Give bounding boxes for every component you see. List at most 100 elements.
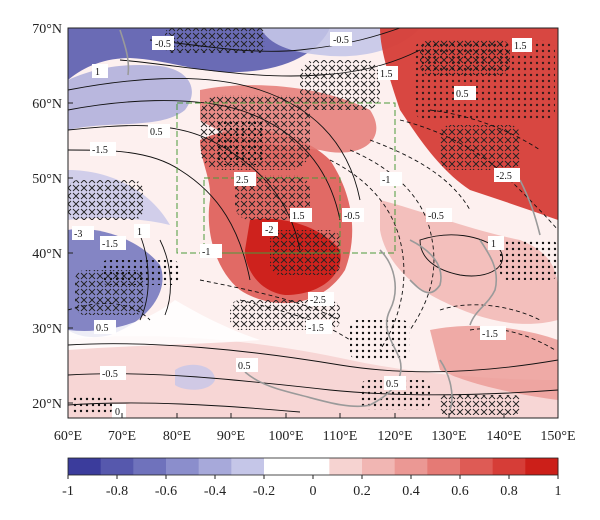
svg-text:-0.5: -0.5 [333, 35, 349, 46]
colorbar-tick-label: 0.6 [451, 484, 469, 499]
positive-field-east-light [380, 200, 558, 324]
colorbar-tick-label: 1 [555, 484, 562, 499]
svg-text:1.5: 1.5 [292, 211, 305, 222]
contour-label: 0 [112, 404, 126, 418]
svg-text:-3: -3 [74, 229, 82, 240]
colorbar-swatch [68, 458, 102, 475]
lat-label: 60°N [32, 97, 62, 112]
contour-label: -1.5 [306, 320, 332, 334]
svg-text:0.5: 0.5 [386, 379, 399, 390]
lon-label: 150°E [540, 429, 575, 444]
svg-text:0: 0 [115, 407, 120, 418]
svg-text:1: 1 [491, 239, 496, 250]
svg-text:1: 1 [137, 227, 142, 238]
contour-label: -2.5 [308, 292, 334, 306]
contour-labels: -0.5 -0.5 1 1.5 1.5 0.5 -1.5 0.5 -3 -1.5… [72, 32, 532, 418]
lat-label: 50°N [32, 172, 62, 187]
contour-label: -1.5 [480, 326, 506, 340]
svg-text:-2: -2 [265, 225, 273, 236]
coastlines [119, 29, 541, 411]
lon-label: 110°E [323, 429, 358, 444]
longitude-labels: 60°E 70°E 80°E 90°E 100°E 110°E 120°E 13… [54, 429, 576, 444]
colorbar-tick-label: 0.4 [402, 484, 420, 499]
colorbar-labels: -1 -0.8 -0.6 -0.4 -0.2 0 0.2 0.4 0.6 0.8 1 [62, 484, 561, 499]
colorbar-swatch [329, 458, 363, 475]
lat-label: 20°N [32, 397, 62, 412]
colorbar-tick-label: -0.6 [155, 484, 177, 499]
colorbar-swatch [394, 458, 428, 475]
colorbar [67, 457, 559, 479]
svg-text:-1.5: -1.5 [482, 329, 498, 340]
colorbar-swatch [296, 458, 330, 475]
contour-label: -0.5 [100, 366, 126, 380]
map-panel [68, 28, 558, 418]
axis-ticks [67, 27, 559, 418]
contour-label: 1.5 [512, 38, 532, 52]
colorbar-tick-label: 0 [310, 484, 317, 499]
contour-label: -1.5 [100, 236, 126, 250]
svg-text:-2.5: -2.5 [310, 295, 326, 306]
svg-text:2.5: 2.5 [236, 175, 249, 186]
contour-label: 0.5 [454, 86, 476, 100]
negative-field-south-small [175, 364, 215, 390]
contour-label: 1.5 [378, 66, 398, 80]
lon-label: 120°E [377, 429, 412, 444]
svg-text:-1: -1 [202, 247, 210, 258]
contour-label: 0.5 [94, 320, 116, 334]
lon-label: 70°E [108, 429, 136, 444]
map-frame [67, 27, 559, 419]
contour-label: -2 [262, 222, 278, 236]
significance-dots [72, 40, 558, 415]
white-field-southwest [68, 300, 260, 350]
colorbar-swatch [198, 458, 232, 475]
svg-text:-0.5: -0.5 [102, 369, 118, 380]
svg-text:-1.5: -1.5 [92, 145, 108, 156]
region-box-inner [203, 177, 341, 254]
lon-label: 80°E [163, 429, 191, 444]
latitude-labels: 70°N 60°N 50°N 40°N 30°N 20°N [32, 22, 62, 412]
colorbar-tick-label: -0.8 [106, 484, 128, 499]
contour-label: 1.5 [290, 208, 312, 222]
contour-label: -0.5 [152, 36, 174, 50]
contour-label: 1 [92, 64, 108, 78]
colorbar-swatch [231, 458, 265, 475]
lon-label: 100°E [268, 429, 303, 444]
colorbar-swatch [133, 458, 167, 475]
lon-label: 140°E [486, 429, 521, 444]
svg-text:0.5: 0.5 [96, 323, 109, 334]
svg-text:-0.5: -0.5 [344, 211, 360, 222]
colorbar-swatch [166, 458, 200, 475]
contour-label: 0.5 [148, 124, 170, 138]
svg-text:-0.5: -0.5 [155, 39, 171, 50]
svg-text:-1: -1 [382, 175, 390, 186]
contour-lines [68, 28, 558, 413]
colorbar-swatch [492, 458, 526, 475]
contour-label: -1 [200, 244, 222, 258]
svg-text:-0.5: -0.5 [428, 211, 444, 222]
colorbar-swatch [427, 458, 461, 475]
svg-text:0.5: 0.5 [238, 361, 251, 372]
colorbar-tick-label: -1 [62, 484, 74, 499]
colorbar-swatch [100, 458, 134, 475]
lon-label: 60°E [54, 429, 82, 444]
contour-label: 2.5 [234, 172, 256, 186]
colorbar-swatch [525, 458, 559, 475]
positive-field-southeast [430, 325, 558, 400]
svg-text:-1.5: -1.5 [308, 323, 324, 334]
lon-label: 90°E [217, 429, 245, 444]
positive-field-south [68, 336, 558, 418]
svg-text:1.5: 1.5 [380, 69, 393, 80]
contour-label: -0.5 [330, 32, 352, 46]
colorbar-tick-label: 0.8 [500, 484, 518, 499]
colorbar-tick-label: 0.2 [353, 484, 371, 499]
contour-label: -2.5 [494, 168, 520, 182]
svg-text:0.5: 0.5 [150, 127, 163, 138]
colorbar-swatch [362, 458, 396, 475]
contour-label: 0.5 [236, 358, 258, 372]
contour-label: -0.5 [342, 208, 364, 222]
contour-label: 1 [134, 224, 150, 238]
negative-field-northwest-light [68, 64, 192, 130]
colorbar-swatch [460, 458, 494, 475]
contour-label: -0.5 [426, 208, 452, 222]
